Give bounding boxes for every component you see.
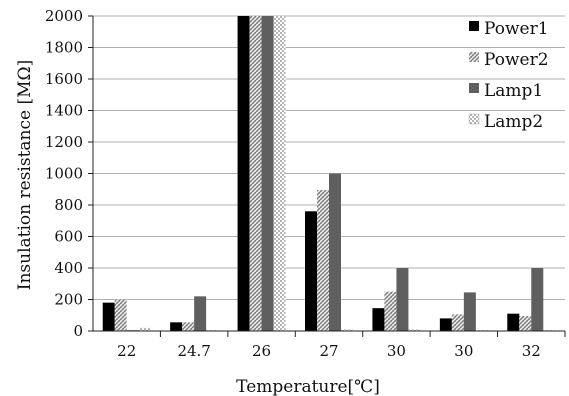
- legend-label: Lamp2: [484, 112, 543, 132]
- bar-power2: [317, 190, 329, 331]
- x-tick-label: 27: [319, 342, 338, 360]
- y-tick-label: 600: [54, 228, 83, 246]
- bar-power2: [384, 291, 397, 331]
- bar-lamp1: [396, 268, 409, 331]
- legend: Power1 Power2 Lamp1 Lamp2: [468, 19, 549, 132]
- x-tick-label: 26: [252, 342, 271, 360]
- bar-power1: [170, 322, 183, 331]
- bar-power2: [249, 16, 262, 331]
- bar-lamp2: [408, 329, 421, 331]
- y-tick-label: 800: [54, 196, 83, 214]
- bar-lamp1: [463, 292, 476, 331]
- y-tick-label: 1800: [45, 39, 83, 57]
- bar-power1: [439, 318, 452, 331]
- y-tick-label: 200: [54, 291, 83, 309]
- y-tick-label: 2000: [45, 7, 83, 25]
- tick-labels: 0 200 400 600 800 1000 1200 1400 1600 1800 2000 22 2…: [45, 7, 541, 360]
- x-tick-label: 32: [522, 342, 541, 360]
- bar-lamp1: [531, 268, 544, 331]
- bar-power1: [305, 211, 317, 331]
- x-tick-label: 22: [117, 342, 136, 360]
- legend-swatch: [469, 21, 479, 31]
- bar-lamp1: [194, 296, 207, 331]
- bar-lamp1: [261, 16, 274, 331]
- axes: [88, 15, 566, 337]
- legend-swatch: [468, 113, 480, 125]
- x-tick-label: 30: [454, 342, 473, 360]
- legend-swatch: [469, 52, 479, 62]
- bar-lamp1: [329, 173, 341, 331]
- bar-power1: [507, 313, 520, 331]
- y-tick-label: 400: [54, 259, 83, 277]
- legend-label: Power2: [484, 50, 549, 70]
- legend-label: Power1: [484, 19, 549, 39]
- y-tick-label: 1000: [45, 165, 83, 183]
- x-axis-label: Temperature[℃]: [236, 377, 380, 396]
- bar-power2: [519, 316, 532, 331]
- legend-swatch: [469, 83, 479, 93]
- bar-power2: [182, 322, 195, 331]
- x-tick-label: 30: [387, 342, 406, 360]
- y-tick-label: 0: [73, 322, 83, 340]
- bars: [102, 16, 556, 331]
- bar-lamp2: [341, 329, 353, 331]
- y-tick-label: 1200: [45, 133, 83, 151]
- y-axis-label: Insulation resistance [MΩ]: [15, 60, 35, 291]
- y-tick-label: 1400: [45, 102, 83, 120]
- bar-lamp2: [273, 16, 286, 331]
- y-tick-label: 1600: [45, 70, 83, 88]
- x-tick-label: 24.7: [177, 342, 210, 360]
- bar-power1: [102, 302, 115, 331]
- bar-lamp2: [138, 327, 151, 331]
- bar-power1: [372, 308, 385, 331]
- bar-power2: [114, 299, 127, 331]
- bar-power2: [451, 314, 464, 331]
- bar-power1: [237, 16, 250, 331]
- legend-label: Lamp1: [484, 81, 543, 101]
